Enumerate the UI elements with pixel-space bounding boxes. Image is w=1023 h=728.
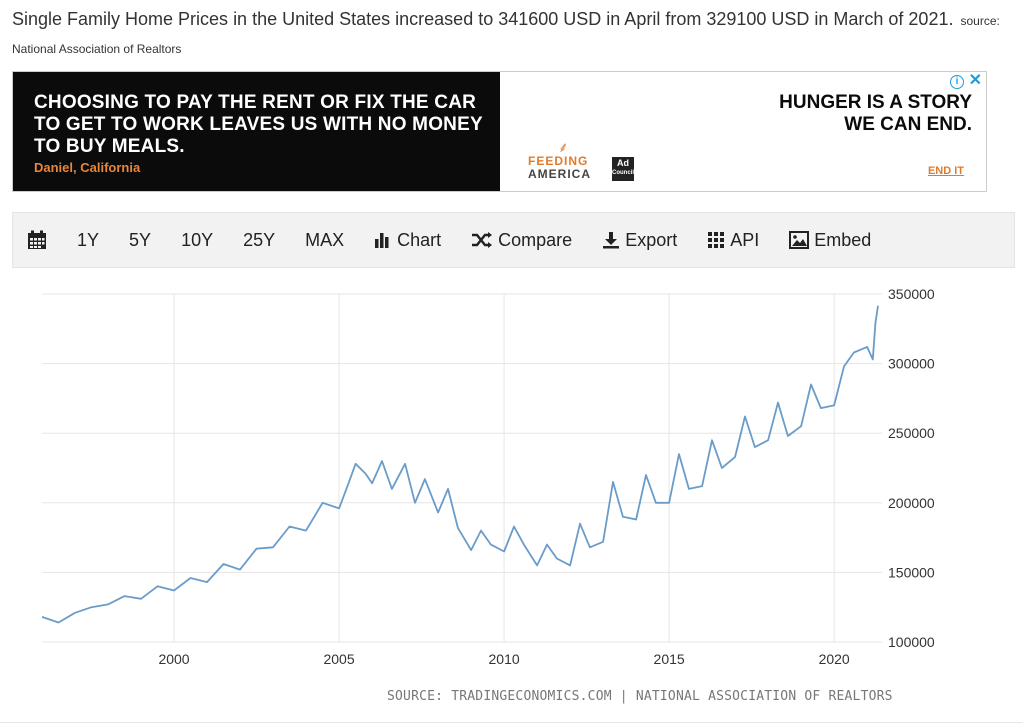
ad-cta-link[interactable]: END IT [927, 165, 964, 177]
export-label: Export [625, 229, 678, 250]
embed-label: Embed [814, 229, 872, 250]
download-icon [603, 232, 620, 249]
headline-text: Single Family Home Prices in the United … [12, 9, 954, 29]
range-10y-button[interactable]: 10Y [181, 229, 214, 250]
api-button[interactable]: API [707, 230, 759, 251]
x-axis-ticks: 2000 2005 2010 2015 2020 [158, 651, 849, 667]
chart-type-label: Chart [397, 229, 442, 250]
range-max-button[interactable]: MAX [305, 229, 345, 250]
embed-button[interactable]: Embed [789, 230, 871, 251]
x-tick-label: 2000 [158, 651, 189, 667]
chart-source: SOURCE: TRADINGECONOMICS.COM | NATIONAL … [387, 689, 893, 704]
calendar-icon[interactable] [27, 230, 47, 250]
ad-right-panel: ⸙ FEEDING AMERICA Ad Council HUNGER IS A… [500, 72, 986, 191]
x-tick-label: 2010 [489, 651, 520, 667]
y-axis-ticks: 100000 150000 200000 250000 300000 350000 [888, 286, 935, 650]
logo-line2: AMERICA [528, 167, 591, 181]
chart-grid [42, 293, 882, 643]
grid-icon [708, 232, 725, 248]
divider [0, 722, 1023, 723]
image-icon [789, 231, 810, 249]
page-headline: Single Family Home Prices in the United … [12, 6, 1017, 62]
y-tick-label: 300000 [888, 356, 935, 372]
api-label: API [730, 229, 760, 250]
series-line [41, 305, 879, 624]
ad-quote: CHOOSING TO PAY THE RENT OR FIX THE CAR … [34, 92, 483, 157]
x-tick-label: 2020 [819, 651, 850, 667]
y-tick-label: 150000 [888, 564, 935, 580]
council-line1: Ad [617, 158, 629, 168]
line-chart[interactable]: 2000 2005 2010 2015 2020 100000 150000 200000 2… [12, 268, 1015, 720]
advertisement-banner[interactable]: CHOOSING TO PAY THE RENT OR FIX THE CAR … [12, 71, 987, 192]
headline-source: source: National Association of Realtors [12, 14, 1000, 56]
compare-button[interactable]: Compare [471, 230, 572, 251]
wheat-icon: ⸙ [558, 139, 569, 155]
bar-chart-icon [375, 233, 389, 248]
shuffle-icon [472, 232, 493, 248]
range-25y-button[interactable]: 25Y [243, 229, 276, 250]
council-line2: Council [612, 170, 634, 176]
x-tick-label: 2005 [323, 651, 354, 667]
export-button[interactable]: Export [602, 230, 677, 251]
y-tick-label: 100000 [888, 634, 935, 650]
chart-type-button[interactable]: Chart [374, 230, 441, 251]
series-layer [41, 305, 879, 624]
ad-tagline: HUNGER IS A STORY WE CAN END. [779, 92, 972, 135]
ad-council-logo: Ad Council [612, 157, 634, 181]
x-tick-label: 2015 [654, 651, 685, 667]
ad-info-icon[interactable]: i [950, 75, 964, 89]
ad-person: Daniel, California [34, 160, 141, 175]
feeding-america-logo: FEEDING AMERICA [528, 155, 591, 181]
chart-area: 2000 2005 2010 2015 2020 100000 150000 200000 2… [12, 268, 1015, 720]
y-tick-label: 250000 [888, 425, 935, 441]
ad-close-icon[interactable]: ✕ [968, 72, 982, 89]
range-5y-button[interactable]: 5Y [129, 229, 152, 250]
y-tick-label: 350000 [888, 286, 935, 302]
range-1y-button[interactable]: 1Y [77, 229, 100, 250]
ad-left-panel: CHOOSING TO PAY THE RENT OR FIX THE CAR … [13, 72, 500, 191]
chart-toolbar: 1Y 5Y 10Y 25Y MAX Chart Compare Export A… [12, 212, 1015, 268]
y-tick-label: 200000 [888, 495, 935, 511]
logo-line1: FEEDING [528, 154, 589, 168]
compare-label: Compare [498, 229, 573, 250]
